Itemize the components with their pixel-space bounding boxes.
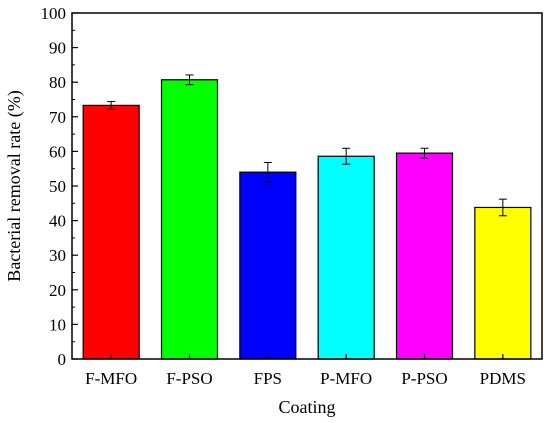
- error-bars: [107, 74, 507, 217]
- bar-f-mfo: [82, 104, 140, 360]
- y-tick-label: 80: [49, 73, 66, 92]
- y-tick-label: 20: [49, 281, 66, 300]
- y-tick-label: 0: [58, 350, 67, 369]
- error-bar-f-pso: [185, 74, 194, 86]
- error-bar-fps: [263, 161, 272, 183]
- y-tick-label: 60: [49, 142, 66, 161]
- bar-p-pso: [395, 152, 454, 360]
- x-tick-label: F-PSO: [166, 369, 212, 388]
- bar-pdms: [474, 206, 532, 360]
- x-tick-label: P-MFO: [320, 369, 372, 388]
- bar-f-pso: [160, 79, 219, 360]
- bar-p-mfo: [317, 155, 375, 360]
- x-axis-ticks: F-MFO F-PSO FPS P-MFO P-PSO PDMS: [85, 354, 526, 388]
- y-tick-label: 30: [49, 246, 66, 265]
- x-tick-label: F-MFO: [85, 369, 137, 388]
- bar-fps: [239, 171, 297, 360]
- y-axis-ticks: 0 10 20 30 40 50 60 70 80 90 100: [41, 4, 78, 369]
- x-tick-label: FPS: [254, 369, 282, 388]
- y-tick-label: 40: [49, 212, 66, 231]
- x-tick-label: PDMS: [480, 369, 526, 388]
- y-tick-label: 90: [49, 39, 66, 58]
- y-tick-label: 50: [49, 177, 66, 196]
- y-axis-title: Bacterial removal rate (%): [4, 90, 25, 281]
- error-bar-pdms: [498, 198, 507, 217]
- error-bar-p-pso: [420, 147, 429, 159]
- error-bar-p-mfo: [342, 147, 351, 165]
- x-axis-title: Coating: [279, 397, 336, 417]
- y-tick-label: 10: [49, 315, 66, 334]
- plot-frame: [71, 12, 543, 360]
- error-bar-f-mfo: [107, 101, 116, 110]
- y-tick-label: 70: [49, 108, 66, 127]
- x-tick-label: P-PSO: [401, 369, 447, 388]
- bars: [82, 79, 532, 360]
- y-tick-label: 100: [41, 4, 67, 23]
